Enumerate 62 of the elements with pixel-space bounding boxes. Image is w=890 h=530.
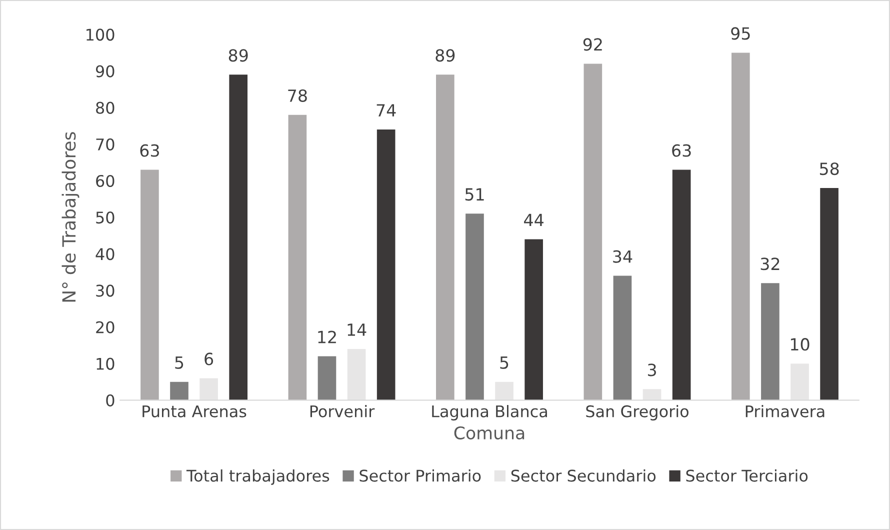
legend-label: Total trabajadores xyxy=(186,469,330,485)
data-label: 74 xyxy=(376,104,396,116)
y-tick-label: 50 xyxy=(96,212,114,224)
bar xyxy=(229,74,248,400)
bar xyxy=(170,382,188,400)
data-label: 6 xyxy=(204,352,214,366)
y-tick-label: 30 xyxy=(96,284,114,297)
data-label: 44 xyxy=(524,214,544,226)
data-label: 95 xyxy=(731,27,750,40)
x-tick-label: Laguna Blanca xyxy=(432,405,547,420)
data-label: 92 xyxy=(583,38,602,51)
data-label: 10 xyxy=(790,338,810,351)
bar xyxy=(140,170,159,400)
y-axis-title: N° de Trabajadores xyxy=(62,132,80,302)
data-label: 51 xyxy=(465,188,484,201)
data-label: 63 xyxy=(140,144,159,157)
data-label: 78 xyxy=(288,89,307,102)
x-axis-title: Comuna xyxy=(454,426,524,440)
y-tick-label: 90 xyxy=(96,65,114,78)
bar xyxy=(495,382,514,400)
y-tick-label: 70 xyxy=(96,138,114,150)
bar xyxy=(642,389,662,400)
data-label: 12 xyxy=(318,330,336,344)
y-tick-label: 60 xyxy=(96,174,114,188)
bar xyxy=(584,64,602,400)
data-label: 32 xyxy=(760,258,780,270)
x-tick-label: Primavera xyxy=(746,405,824,418)
bar xyxy=(347,348,366,400)
x-tick-label: San Gregorio xyxy=(586,405,688,420)
bar xyxy=(761,283,780,400)
legend-label: Sector Primario xyxy=(360,469,481,482)
y-tick-label: 100 xyxy=(86,28,114,41)
bar xyxy=(524,239,543,400)
bar xyxy=(318,356,336,400)
legend-label: Sector Secundario xyxy=(511,469,656,482)
data-label: 89 xyxy=(436,49,455,62)
bar xyxy=(613,276,632,400)
bar xyxy=(200,378,218,400)
y-tick-label: 10 xyxy=(96,358,114,370)
data-label: 5 xyxy=(500,356,508,369)
bar xyxy=(820,188,838,400)
bar xyxy=(672,170,691,400)
bar xyxy=(376,130,396,400)
data-label: 34 xyxy=(613,250,632,263)
bar xyxy=(790,364,809,400)
x-tick-label: Punta Arenas xyxy=(142,406,246,418)
data-label: 63 xyxy=(672,144,691,157)
bar xyxy=(732,52,750,400)
legend-label: Sector Terciario xyxy=(686,469,808,482)
y-tick-label: 80 xyxy=(96,102,114,114)
data-label: 58 xyxy=(820,162,839,176)
y-tick-label: 0 xyxy=(106,394,114,406)
bar xyxy=(436,74,454,400)
y-tick-label: 20 xyxy=(96,321,114,334)
data-label: 3 xyxy=(648,364,656,376)
data-label: 89 xyxy=(228,49,248,62)
data-label: 5 xyxy=(175,356,184,369)
y-tick-label: 40 xyxy=(96,248,114,260)
bar xyxy=(466,214,484,400)
data-label: 14 xyxy=(348,324,366,336)
x-tick-label: Porvenir xyxy=(310,405,375,418)
bar xyxy=(288,114,307,400)
